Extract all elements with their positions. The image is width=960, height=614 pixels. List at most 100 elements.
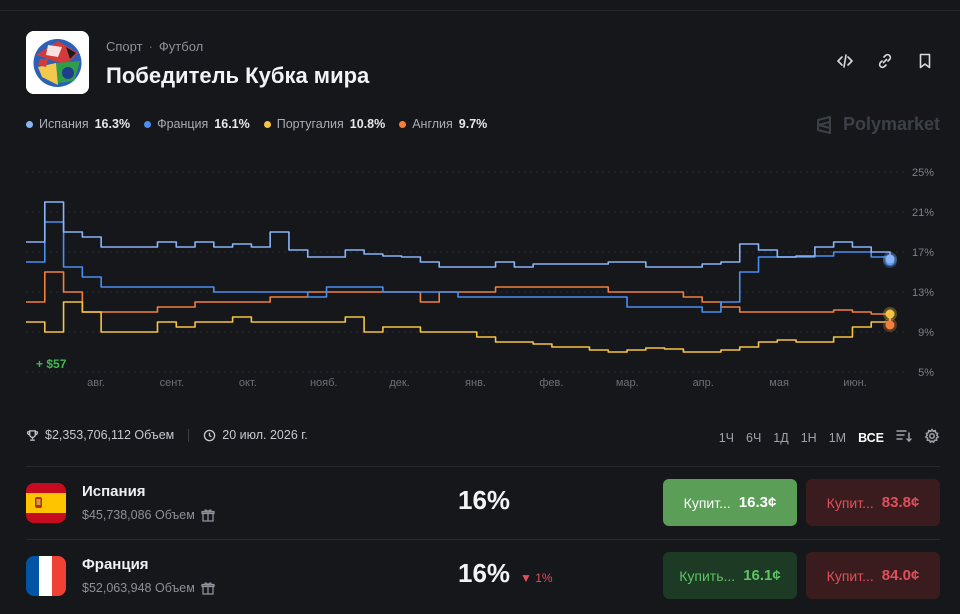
outcome-volume: $52,063,948 Объем <box>82 581 215 595</box>
clock-icon <box>204 429 216 441</box>
legend-value: 16.3% <box>94 117 131 131</box>
probability-change: ▼ 1% <box>520 571 553 585</box>
outcome-volume-text: $45,738,086 Объем <box>82 508 195 522</box>
y-tick-label: 17% <box>912 247 934 259</box>
polymarket-logo: Polymarket <box>815 114 940 135</box>
gift-icon <box>201 582 215 595</box>
bookmark-icon[interactable] <box>916 52 934 70</box>
buy-no-price: 83.8¢ <box>881 494 920 511</box>
buy-yes-price: 16.1¢ <box>743 567 781 584</box>
buy-no-label: Купит... <box>826 494 874 511</box>
x-tick-label: июн. <box>843 377 867 389</box>
flag-spain <box>26 483 66 523</box>
range-all[interactable]: ВСЕ <box>858 430 884 445</box>
legend-item: Франция 16.1% <box>144 117 250 131</box>
time-range-selector: 1Ч 6Ч 1Д 1Н 1М ВСЕ <box>719 428 940 447</box>
series-line <box>26 271 891 325</box>
legend-item: Испания 16.3% <box>26 117 130 131</box>
settings-icon[interactable] <box>924 428 940 447</box>
x-tick-label: нояб. <box>310 377 338 389</box>
range-1h[interactable]: 1Ч <box>718 430 734 445</box>
range-1w[interactable]: 1Н <box>800 430 817 445</box>
header-actions <box>836 52 934 70</box>
legend-dot <box>399 120 407 128</box>
buy-yes-price: 16.3¢ <box>738 494 777 511</box>
x-tick-label: окт. <box>239 377 257 389</box>
buy-yes-button[interactable]: Купит... 16.3¢ <box>663 479 797 526</box>
outcome-row-spain[interactable]: Испания $45,738,086 Объем 16% Купит... 1… <box>26 467 940 539</box>
buy-no-button[interactable]: Купит... 84.0¢ <box>806 552 940 599</box>
x-tick-label: янв. <box>465 377 486 389</box>
series-line <box>26 201 891 268</box>
link-icon[interactable] <box>876 52 894 70</box>
gift-icon <box>201 509 215 522</box>
breadcrumb: Спорт · Футбол <box>106 39 203 54</box>
chart-legend: Испания 16.3% Франция 16.1% Португалия 1… <box>26 117 487 131</box>
breadcrumb-football[interactable]: Футбол <box>158 39 204 54</box>
legend-value: 9.7% <box>458 117 488 131</box>
x-tick-label: фев. <box>539 377 563 389</box>
series-line <box>26 301 891 353</box>
buy-yes-label: Купит... <box>683 494 731 511</box>
y-tick-label: 5% <box>918 367 934 379</box>
legend-item: Англия 9.7% <box>399 117 487 131</box>
outcome-row-france[interactable]: Франция $52,063,948 Объем 16% ▼ 1% Купит… <box>26 540 940 612</box>
x-axis: авг. сент. окт. нояб. дек. янв. фев. мар. апр. ма… <box>87 377 867 389</box>
series-endpoint <box>885 254 895 264</box>
chart-endpoints <box>883 252 897 332</box>
market-logo <box>26 31 89 94</box>
polymarket-icon <box>816 115 831 134</box>
breadcrumb-sport[interactable]: Спорт <box>106 39 143 54</box>
buy-no-button[interactable]: Купит... 83.8¢ <box>806 479 940 526</box>
buy-no-label: Купит... <box>826 567 874 584</box>
x-tick-label: авг. <box>87 377 105 389</box>
range-6h[interactable]: 6Ч <box>746 430 762 445</box>
legend-label: Португалия <box>276 117 344 131</box>
row-divider <box>26 539 940 540</box>
chart-series <box>26 201 891 353</box>
buy-yes-label: Купить... <box>679 567 736 584</box>
legend-value: 16.1% <box>214 117 250 131</box>
series-endpoint <box>885 320 895 330</box>
x-tick-label: мая <box>769 377 789 389</box>
outcome-name: Испания <box>82 483 146 500</box>
stats-divider <box>188 428 190 442</box>
sort-icon[interactable] <box>896 429 912 446</box>
legend-label: Испания <box>39 117 89 131</box>
y-tick-label: 9% <box>918 327 934 339</box>
range-1m[interactable]: 1М <box>828 430 847 445</box>
price-chart[interactable]: 25% 21% 17% 13% 9% 5% авг. сент. окт. нояб. дек. я… <box>0 160 960 400</box>
legend-dot <box>26 120 33 128</box>
row-divider <box>26 466 940 467</box>
legend-label: Англия <box>412 117 453 131</box>
outcome-probability: 16% <box>458 485 510 516</box>
outcome-probability: 16% ▼ 1% <box>458 558 553 589</box>
legend-label: Франция <box>157 117 209 131</box>
y-tick-label: 25% <box>912 167 934 179</box>
legend-dot <box>263 120 271 128</box>
range-1d[interactable]: 1Д <box>773 430 789 445</box>
breadcrumb-separator: · <box>148 39 153 54</box>
y-tick-label: 21% <box>912 207 934 219</box>
flag-france <box>26 556 66 596</box>
trophy-icon <box>26 429 39 441</box>
chart-annotation: + $57 <box>36 357 67 371</box>
buy-yes-button[interactable]: Купить... 16.1¢ <box>663 552 797 599</box>
top-divider <box>0 10 960 11</box>
x-tick-label: сент. <box>160 377 185 389</box>
probability-value: 16% <box>458 558 511 588</box>
brand-name: Polymarket <box>842 114 940 134</box>
end-date: 20 июл. 2026 г. <box>222 428 308 442</box>
code-icon[interactable] <box>836 52 854 70</box>
page-title: Победитель Кубка мира <box>106 63 370 88</box>
outcome-name: Франция <box>82 556 149 573</box>
buy-no-price: 84.0¢ <box>881 567 920 584</box>
total-volume: $2,353,706,112 Объем <box>45 428 175 442</box>
volume-stat: $2,353,706,112 Объем <box>26 428 174 442</box>
market-stats: $2,353,706,112 Объем 20 июл. 2026 г. <box>26 428 308 442</box>
x-tick-label: мар. <box>616 377 639 389</box>
y-tick-label: 13% <box>912 287 934 299</box>
legend-item: Португалия 10.8% <box>263 117 385 131</box>
series-line <box>26 221 891 313</box>
y-axis: 25% 21% 17% 13% 9% 5% <box>912 167 934 379</box>
